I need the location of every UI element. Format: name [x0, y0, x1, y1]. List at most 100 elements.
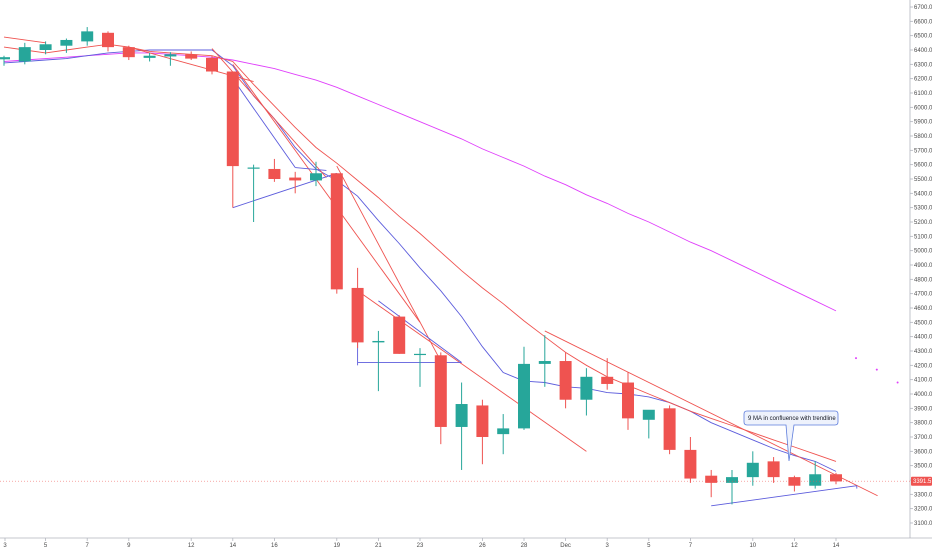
y-tick-label: 4400.0	[914, 335, 932, 341]
trendline-blue	[378, 300, 462, 363]
candle-body	[622, 382, 634, 419]
y-tick-label: 3300.0	[914, 492, 932, 498]
candle-body	[497, 428, 510, 435]
y-tick-label: 6300.0	[914, 62, 932, 68]
y-tick-label: 5500.0	[914, 177, 932, 183]
candle-body	[393, 316, 406, 354]
x-tick-label: 5	[44, 543, 48, 549]
candle-body	[102, 32, 114, 48]
candle-body	[788, 477, 801, 486]
y-tick-label: 6600.0	[914, 19, 932, 25]
x-tick-label: 7	[689, 543, 693, 549]
candle-body	[206, 57, 218, 72]
y-tick-label: 4600.0	[914, 306, 932, 312]
x-tick-label: 16	[271, 543, 278, 549]
y-tick-label: 3900.0	[914, 406, 932, 412]
y-tick-label: 3700.0	[914, 435, 932, 441]
candle-body	[809, 474, 822, 486]
y-tick-label: 5200.0	[914, 220, 932, 226]
last-price-badge	[911, 476, 932, 486]
y-tick-label: 5400.0	[914, 191, 932, 197]
y-tick-label: 4500.0	[914, 320, 932, 326]
candle-body	[580, 376, 593, 400]
candle-body	[434, 355, 447, 427]
candle-body	[247, 167, 260, 169]
y-tick-label: 6000.0	[914, 105, 932, 111]
candle-body	[372, 340, 385, 343]
ma-9-line	[3, 49, 837, 472]
moving-averages	[3, 43, 899, 472]
fast-moving-average-line	[3, 43, 837, 462]
trendline-red	[3, 36, 46, 44]
candle-body	[538, 361, 551, 364]
candle-body	[663, 408, 676, 450]
candle-body	[164, 54, 177, 57]
annotation-text: 9 MA in confluence with trendline	[748, 416, 836, 422]
candle-body	[705, 475, 718, 483]
last-price-label: 3391.5	[913, 479, 932, 485]
candle-body	[726, 477, 738, 483]
trendline-red	[357, 290, 587, 452]
y-tick-label: 3600.0	[914, 449, 932, 455]
candle-body	[601, 376, 614, 384]
x-tick-label: 14	[229, 543, 236, 549]
candle-body	[226, 71, 239, 167]
x-tick-label: 19	[333, 543, 340, 549]
y-tick-label: 4200.0	[914, 363, 932, 369]
candle-body	[0, 57, 10, 60]
candle-body	[518, 363, 530, 429]
y-tick-label: 5300.0	[914, 206, 932, 212]
candle-body	[642, 409, 655, 420]
ma-projection-dot	[855, 357, 857, 360]
trendline-blue	[232, 78, 296, 168]
trendline-red	[211, 48, 327, 178]
trendline-blue	[295, 167, 327, 171]
x-tick-label: 7	[86, 543, 90, 549]
y-tick-label: 4800.0	[914, 277, 932, 283]
y-tick-label: 4000.0	[914, 392, 932, 398]
x-tick-label: 3	[606, 543, 610, 549]
trendline-red	[232, 64, 421, 323]
candle-body	[310, 173, 322, 181]
y-tick-label: 3500.0	[914, 464, 932, 470]
y-tick-label: 6500.0	[914, 34, 932, 40]
trendline-red	[544, 330, 878, 497]
ma-projection-dot	[896, 381, 899, 384]
y-tick-label: 6700.0	[914, 5, 932, 11]
candle-body	[330, 173, 343, 290]
annotation-callout	[743, 410, 839, 462]
x-tick-label: 12	[791, 543, 798, 549]
x-tick-label: 28	[521, 543, 528, 549]
candle-body	[476, 405, 489, 437]
ma-projection-dot	[875, 368, 878, 371]
y-tick-label: 3800.0	[914, 421, 932, 427]
candle-body	[18, 47, 31, 62]
candle-body	[143, 55, 156, 58]
y-tick-label: 4300.0	[914, 349, 932, 355]
y-tick-label: 5700.0	[914, 148, 932, 154]
candle-body	[559, 361, 572, 400]
y-tick-label: 6200.0	[914, 77, 932, 83]
trendline-blue	[711, 485, 857, 507]
x-tick-label: 21	[375, 543, 382, 549]
y-tick-label: 5900.0	[914, 120, 932, 126]
annotation: 9 MA in confluence with trendline	[743, 410, 839, 462]
candle-body	[684, 449, 697, 479]
y-tick-label: 5800.0	[914, 134, 932, 140]
candle-body	[289, 177, 302, 181]
candle-body	[185, 54, 198, 59]
slow-moving-average-line	[3, 52, 837, 312]
candle-body	[268, 168, 281, 179]
x-tick-label: Dec	[560, 543, 571, 549]
candle-body	[414, 353, 426, 356]
x-tick-label: 10	[749, 543, 756, 549]
trendline-red	[336, 165, 442, 362]
x-tick-label: 3	[3, 543, 7, 549]
y-tick-label: 5000.0	[914, 249, 932, 255]
y-tick-label: 5100.0	[914, 234, 932, 240]
y-tick-label: 5600.0	[914, 163, 932, 169]
y-tick-label: 6400.0	[914, 48, 932, 54]
